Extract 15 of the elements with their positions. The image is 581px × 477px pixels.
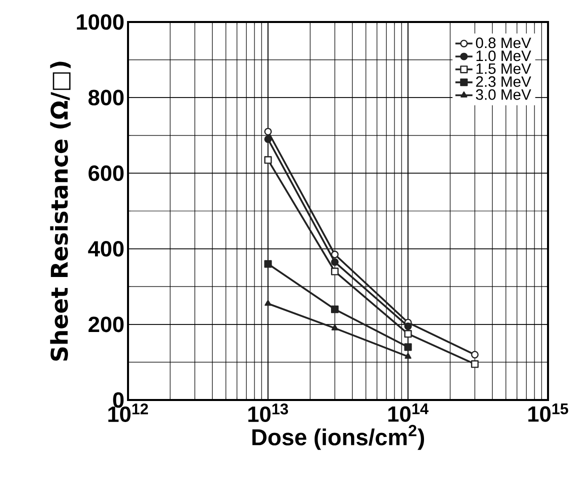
legend-label: 1.5 MeV bbox=[476, 63, 532, 74]
y-tick-label: 200 bbox=[88, 316, 124, 332]
x-tick-label: 10$^{15}$ bbox=[528, 404, 568, 422]
y-tick-label: 1000 bbox=[76, 14, 124, 30]
legend-label: 3.0 MeV bbox=[476, 89, 532, 100]
y-tick-label: 600 bbox=[88, 165, 124, 181]
y-tick-label: 800 bbox=[88, 90, 124, 106]
y-axis-title: Sheet Resistance (Ω/□) bbox=[50, 62, 71, 361]
y-tick-label: 400 bbox=[88, 241, 124, 257]
legend-label: 2.3 MeV bbox=[476, 76, 532, 87]
x-tick-label: 10$^{14}$ bbox=[388, 404, 428, 422]
x-tick-label: 10$^{13}$ bbox=[248, 404, 288, 422]
legend-label: 1.0 MeV bbox=[476, 50, 532, 62]
x-axis-title: Dose (ions/cm$^{2}$) bbox=[252, 424, 424, 450]
legend-label: 0.8 MeV bbox=[476, 38, 532, 48]
